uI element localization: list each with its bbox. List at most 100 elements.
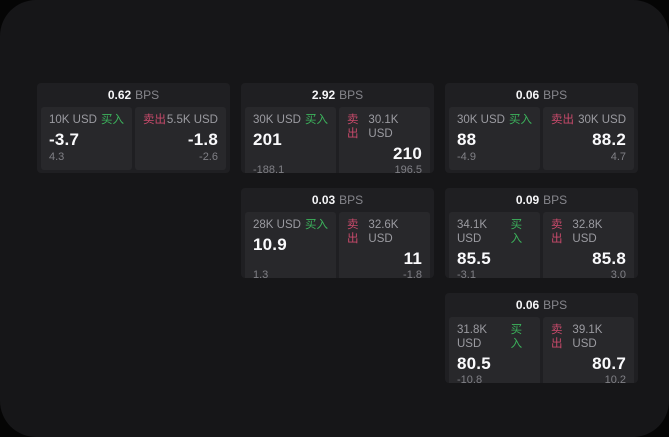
spread-value: 0.06	[515, 298, 540, 312]
sell-panel[interactable]: 卖出 30.1K USD 210 196.5	[339, 107, 430, 173]
quotes-grid: 0.62 BPS 10K USD 买入 -3.7 4.3 卖出 5.5K USD…	[37, 83, 638, 383]
sell-amount: 5.5K USD	[166, 114, 218, 126]
quote-card: 0.09 BPS 34.1K USD 买入 85.5 -3.1 卖出 32.8K…	[445, 188, 638, 278]
sell-price: 85.8	[592, 249, 626, 268]
buy-delta: -3.1	[457, 269, 476, 278]
bps-unit: BPS	[543, 193, 568, 207]
buy-delta: 4.3	[49, 151, 65, 163]
sell-price: 11	[403, 249, 422, 268]
bps-unit: BPS	[339, 193, 364, 207]
spread-value: 0.06	[515, 88, 540, 102]
sell-amount: 32.6K USD	[368, 219, 399, 245]
buy-price: 201	[253, 130, 282, 149]
bps-unit: BPS	[543, 88, 568, 102]
buy-side-label: 买入	[305, 219, 328, 231]
sell-side-label: 卖出	[551, 219, 563, 245]
sell-price: -1.8	[187, 130, 218, 149]
sell-panel-top: 卖出 30.1K USD	[347, 113, 422, 141]
spread-header: 2.92 BPS	[241, 83, 434, 107]
buy-panel[interactable]: 30K USD 买入 201 -188.1	[245, 107, 336, 173]
sell-panel[interactable]: 卖出 39.1K USD 80.7 10.2	[543, 317, 634, 383]
sell-side-label: 卖出	[143, 114, 166, 126]
buy-price: -3.7	[49, 130, 80, 149]
quote-card: 2.92 BPS 30K USD 买入 201 -188.1 卖出 30.1K …	[241, 83, 434, 173]
buy-panel[interactable]: 34.1K USD 买入 85.5 -3.1	[449, 212, 540, 278]
quote-card: 0.06 BPS 30K USD 买入 88 -4.9 卖出 30K USD 8…	[445, 83, 638, 173]
sell-delta: 196.5	[394, 164, 422, 173]
buy-delta: -4.9	[457, 151, 476, 163]
buy-side-label: 买入	[510, 324, 523, 350]
buy-panel[interactable]: 28K USD 买入 10.9 1.3	[245, 212, 336, 278]
sell-panel-top: 卖出 39.1K USD	[551, 323, 626, 351]
buy-amount: 34.1K USD	[457, 219, 488, 245]
quote-panels: 10K USD 买入 -3.7 4.3 卖出 5.5K USD -1.8 -2.…	[37, 107, 230, 173]
sell-price: 88.2	[592, 130, 626, 149]
quote-panels: 30K USD 买入 201 -188.1 卖出 30.1K USD 210 1…	[241, 107, 434, 173]
spread-value: 2.92	[311, 88, 336, 102]
sell-delta: 4.7	[610, 151, 626, 163]
buy-price: 80.5	[457, 354, 491, 373]
quote-card: 0.03 BPS 28K USD 买入 10.9 1.3 卖出 32.6K US…	[241, 188, 434, 278]
bps-unit: BPS	[543, 298, 568, 312]
buy-side-label: 买入	[101, 114, 124, 126]
quote-card: 0.62 BPS 10K USD 买入 -3.7 4.3 卖出 5.5K USD…	[37, 83, 230, 173]
sell-side-label: 卖出	[551, 114, 574, 126]
buy-panel-top: 10K USD 买入	[49, 113, 124, 127]
quote-panels: 31.8K USD 买入 80.5 -10.8 卖出 39.1K USD 80.…	[445, 317, 638, 383]
sell-panel-top: 卖出 30K USD	[551, 113, 626, 127]
spread-value: 0.03	[311, 193, 336, 207]
sell-amount: 32.8K USD	[572, 219, 603, 245]
sell-panel[interactable]: 卖出 30K USD 88.2 4.7	[543, 107, 634, 170]
sell-panel-top: 卖出 32.8K USD	[551, 218, 626, 246]
sell-delta: 3.0	[610, 269, 626, 278]
buy-amount: 31.8K USD	[457, 324, 488, 350]
sell-amount: 30K USD	[578, 114, 626, 126]
sell-delta: -1.8	[403, 269, 422, 278]
sell-amount: 30.1K USD	[368, 114, 399, 140]
quote-card: 0.06 BPS 31.8K USD 买入 80.5 -10.8 卖出 39.1…	[445, 293, 638, 383]
sell-delta: -2.6	[199, 151, 218, 163]
quote-panels: 28K USD 买入 10.9 1.3 卖出 32.6K USD 11 -1.8	[241, 212, 434, 278]
buy-panel-top: 34.1K USD 买入	[457, 218, 532, 246]
buy-price: 10.9	[253, 235, 287, 254]
sell-panel[interactable]: 卖出 32.8K USD 85.8 3.0	[543, 212, 634, 278]
buy-amount: 28K USD	[253, 219, 301, 231]
buy-panel[interactable]: 30K USD 买入 88 -4.9	[449, 107, 540, 170]
spread-header: 0.62 BPS	[37, 83, 230, 107]
sell-price: 210	[393, 144, 422, 163]
spread-header: 0.06 BPS	[445, 83, 638, 107]
buy-panel-top: 28K USD 买入	[253, 218, 328, 232]
buy-panel-top: 30K USD 买入	[253, 113, 328, 127]
buy-panel-top: 31.8K USD 买入	[457, 323, 532, 351]
buy-amount: 30K USD	[457, 114, 505, 126]
buy-panel[interactable]: 31.8K USD 买入 80.5 -10.8	[449, 317, 540, 383]
sell-side-label: 卖出	[551, 324, 563, 350]
bps-unit: BPS	[339, 88, 364, 102]
spread-value: 0.09	[515, 193, 540, 207]
buy-panel[interactable]: 10K USD 买入 -3.7 4.3	[41, 107, 132, 170]
buy-side-label: 买入	[509, 114, 532, 126]
sell-panel-top: 卖出 5.5K USD	[143, 113, 218, 127]
spread-value: 0.62	[107, 88, 132, 102]
buy-price: 85.5	[457, 249, 491, 268]
bps-unit: BPS	[135, 88, 160, 102]
spread-header: 0.06 BPS	[445, 293, 638, 317]
buy-delta: -188.1	[253, 164, 285, 173]
sell-panel[interactable]: 卖出 5.5K USD -1.8 -2.6	[135, 107, 226, 170]
buy-amount: 30K USD	[253, 114, 301, 126]
buy-panel-top: 30K USD 买入	[457, 113, 532, 127]
buy-amount: 10K USD	[49, 114, 97, 126]
sell-amount: 39.1K USD	[572, 324, 603, 350]
sell-panel[interactable]: 卖出 32.6K USD 11 -1.8	[339, 212, 430, 278]
buy-side-label: 买入	[305, 114, 328, 126]
spread-header: 0.03 BPS	[241, 188, 434, 212]
quote-panels: 34.1K USD 买入 85.5 -3.1 卖出 32.8K USD 85.8…	[445, 212, 638, 278]
sell-panel-top: 卖出 32.6K USD	[347, 218, 422, 246]
spread-header: 0.09 BPS	[445, 188, 638, 212]
sell-price: 80.7	[592, 354, 626, 373]
sell-side-label: 卖出	[347, 219, 359, 245]
sell-delta: 10.2	[604, 374, 626, 383]
buy-delta: 1.3	[253, 269, 269, 278]
sell-side-label: 卖出	[347, 114, 359, 140]
